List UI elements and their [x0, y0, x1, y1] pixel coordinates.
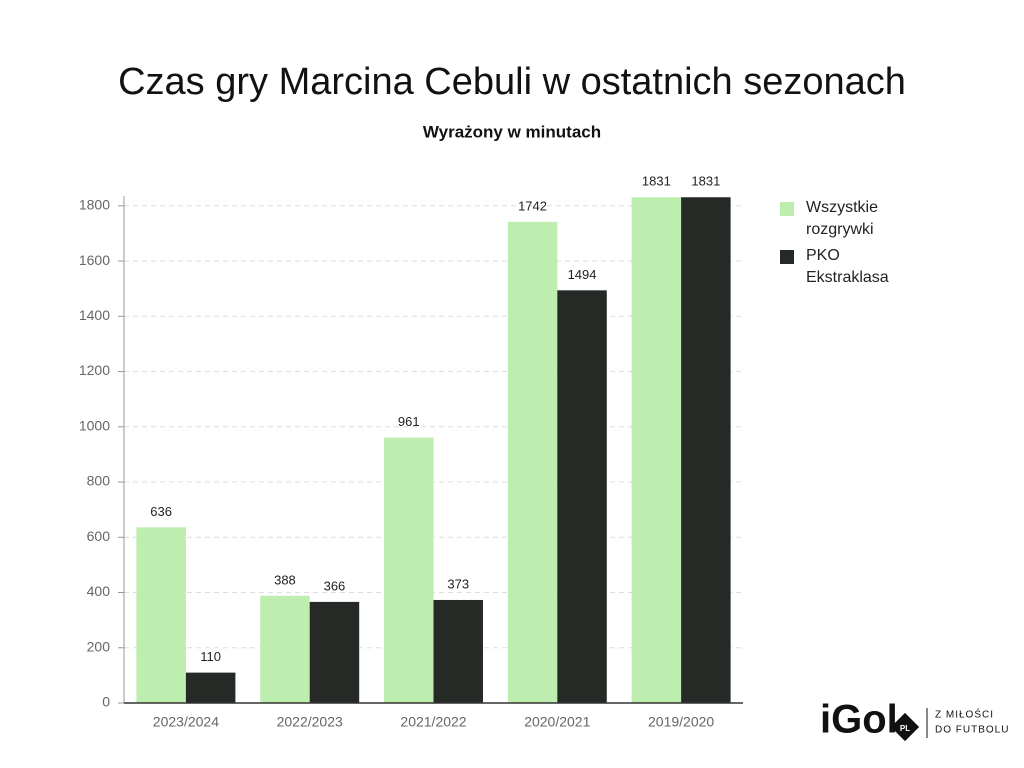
value-label: 1831 — [691, 174, 720, 189]
bar — [185, 672, 236, 703]
legend-item: Wszystkie rozgrywki — [780, 199, 950, 241]
legend-label: Wszystkie rozgrywki — [806, 199, 878, 238]
legend: Wszystkie rozgrywki PKO Ekstraklasa — [780, 199, 950, 295]
legend-label: PKO Ekstraklasa — [806, 247, 889, 286]
bar — [136, 527, 186, 703]
y-tick-label: 1000 — [79, 417, 110, 433]
bar — [631, 197, 682, 703]
y-tick-label: 800 — [87, 473, 111, 489]
y-tick-label: 0 — [102, 694, 110, 710]
y-tick-label: 400 — [87, 583, 111, 599]
x-tick-label: 2021/2022 — [400, 714, 466, 730]
legend-item: PKO Ekstraklasa — [780, 247, 950, 289]
bar — [260, 595, 310, 703]
logo-badge: PL — [900, 724, 910, 733]
logo-name: iGol — [820, 698, 898, 742]
y-tick-label: 1800 — [79, 197, 110, 213]
y-tick-label: 200 — [87, 638, 111, 654]
x-tick-label: 2019/2020 — [648, 714, 714, 730]
bar — [433, 599, 483, 703]
value-label: 1831 — [642, 174, 671, 189]
y-tick-label: 1200 — [79, 362, 110, 378]
logo-tagline: DO FUTBOLU — [935, 725, 1009, 736]
x-tick-label: 2020/2021 — [524, 714, 590, 730]
x-tick-label: 2022/2023 — [277, 714, 343, 730]
value-label: 1494 — [568, 267, 597, 282]
value-label: 373 — [447, 576, 469, 591]
y-tick-label: 600 — [87, 528, 111, 544]
x-tick-label: 2023/2024 — [153, 714, 219, 730]
legend-swatch — [780, 202, 794, 216]
bar — [309, 601, 360, 703]
y-tick-label: 1600 — [79, 252, 110, 268]
value-label: 366 — [324, 578, 346, 593]
bar — [557, 290, 607, 703]
y-tick-label: 1400 — [79, 307, 110, 323]
chart-subtitle: Wyrażony w minutach — [423, 122, 601, 141]
value-label: 636 — [150, 504, 172, 519]
bar — [681, 197, 731, 703]
chart-title: Czas gry Marcina Cebuli w ostatnich sezo… — [118, 61, 906, 103]
logo-tagline: Z MIŁOŚCI — [935, 708, 994, 721]
legend-swatch — [780, 250, 794, 264]
logo-badge-shape — [890, 712, 920, 742]
value-label: 961 — [398, 414, 420, 429]
value-label: 110 — [200, 649, 221, 664]
bar — [507, 221, 558, 703]
bar — [384, 437, 434, 703]
value-label: 1742 — [518, 198, 547, 213]
value-label: 388 — [274, 572, 296, 587]
